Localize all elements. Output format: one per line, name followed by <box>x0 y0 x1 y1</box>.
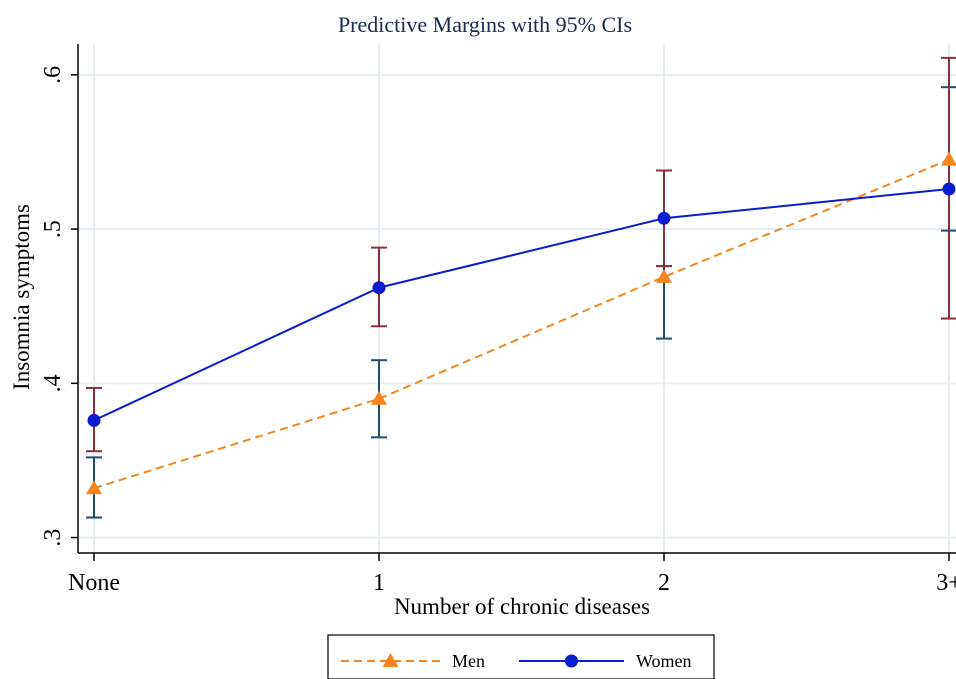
x-tick-label: None <box>68 570 120 596</box>
x-axis-label: Number of chronic diseases <box>394 594 650 619</box>
point-men <box>656 268 672 283</box>
chart-title: Predictive Margins with 95% CIs <box>338 12 632 37</box>
x-tick-label: 2 <box>658 570 670 596</box>
point-men <box>941 151 956 166</box>
point-men <box>86 480 102 495</box>
legend-label-women: Women <box>636 651 692 671</box>
point-women <box>87 413 101 427</box>
legend-marker-women <box>565 654 578 668</box>
x-tick-label: 1 <box>373 570 385 596</box>
x-tick-label: 3+ <box>936 570 956 596</box>
y-tick-label: .4 <box>40 374 66 392</box>
y-tick-label: .3 <box>40 529 66 547</box>
gridlines <box>78 44 956 553</box>
y-tick-label: .5 <box>40 220 66 238</box>
point-women <box>657 211 671 225</box>
series-markers <box>86 151 956 495</box>
series-line-men <box>93 158 950 490</box>
y-tick-label: .6 <box>40 66 66 84</box>
y-axis-label: Insomnia symptoms <box>9 204 34 390</box>
point-men <box>371 390 387 405</box>
point-women <box>372 281 386 295</box>
legend-label-men: Men <box>452 651 485 671</box>
series-line-women <box>93 187 950 422</box>
confidence-intervals <box>86 56 956 519</box>
y-tick-labels: .3 .4 .5 .6 <box>40 66 66 547</box>
legend: Men Women <box>327 634 715 679</box>
axes <box>71 44 956 561</box>
point-women <box>942 182 956 196</box>
x-tick-labels: None 1 2 3+ <box>68 570 956 596</box>
series-lines <box>93 158 950 490</box>
legend-marker-men <box>382 653 399 667</box>
